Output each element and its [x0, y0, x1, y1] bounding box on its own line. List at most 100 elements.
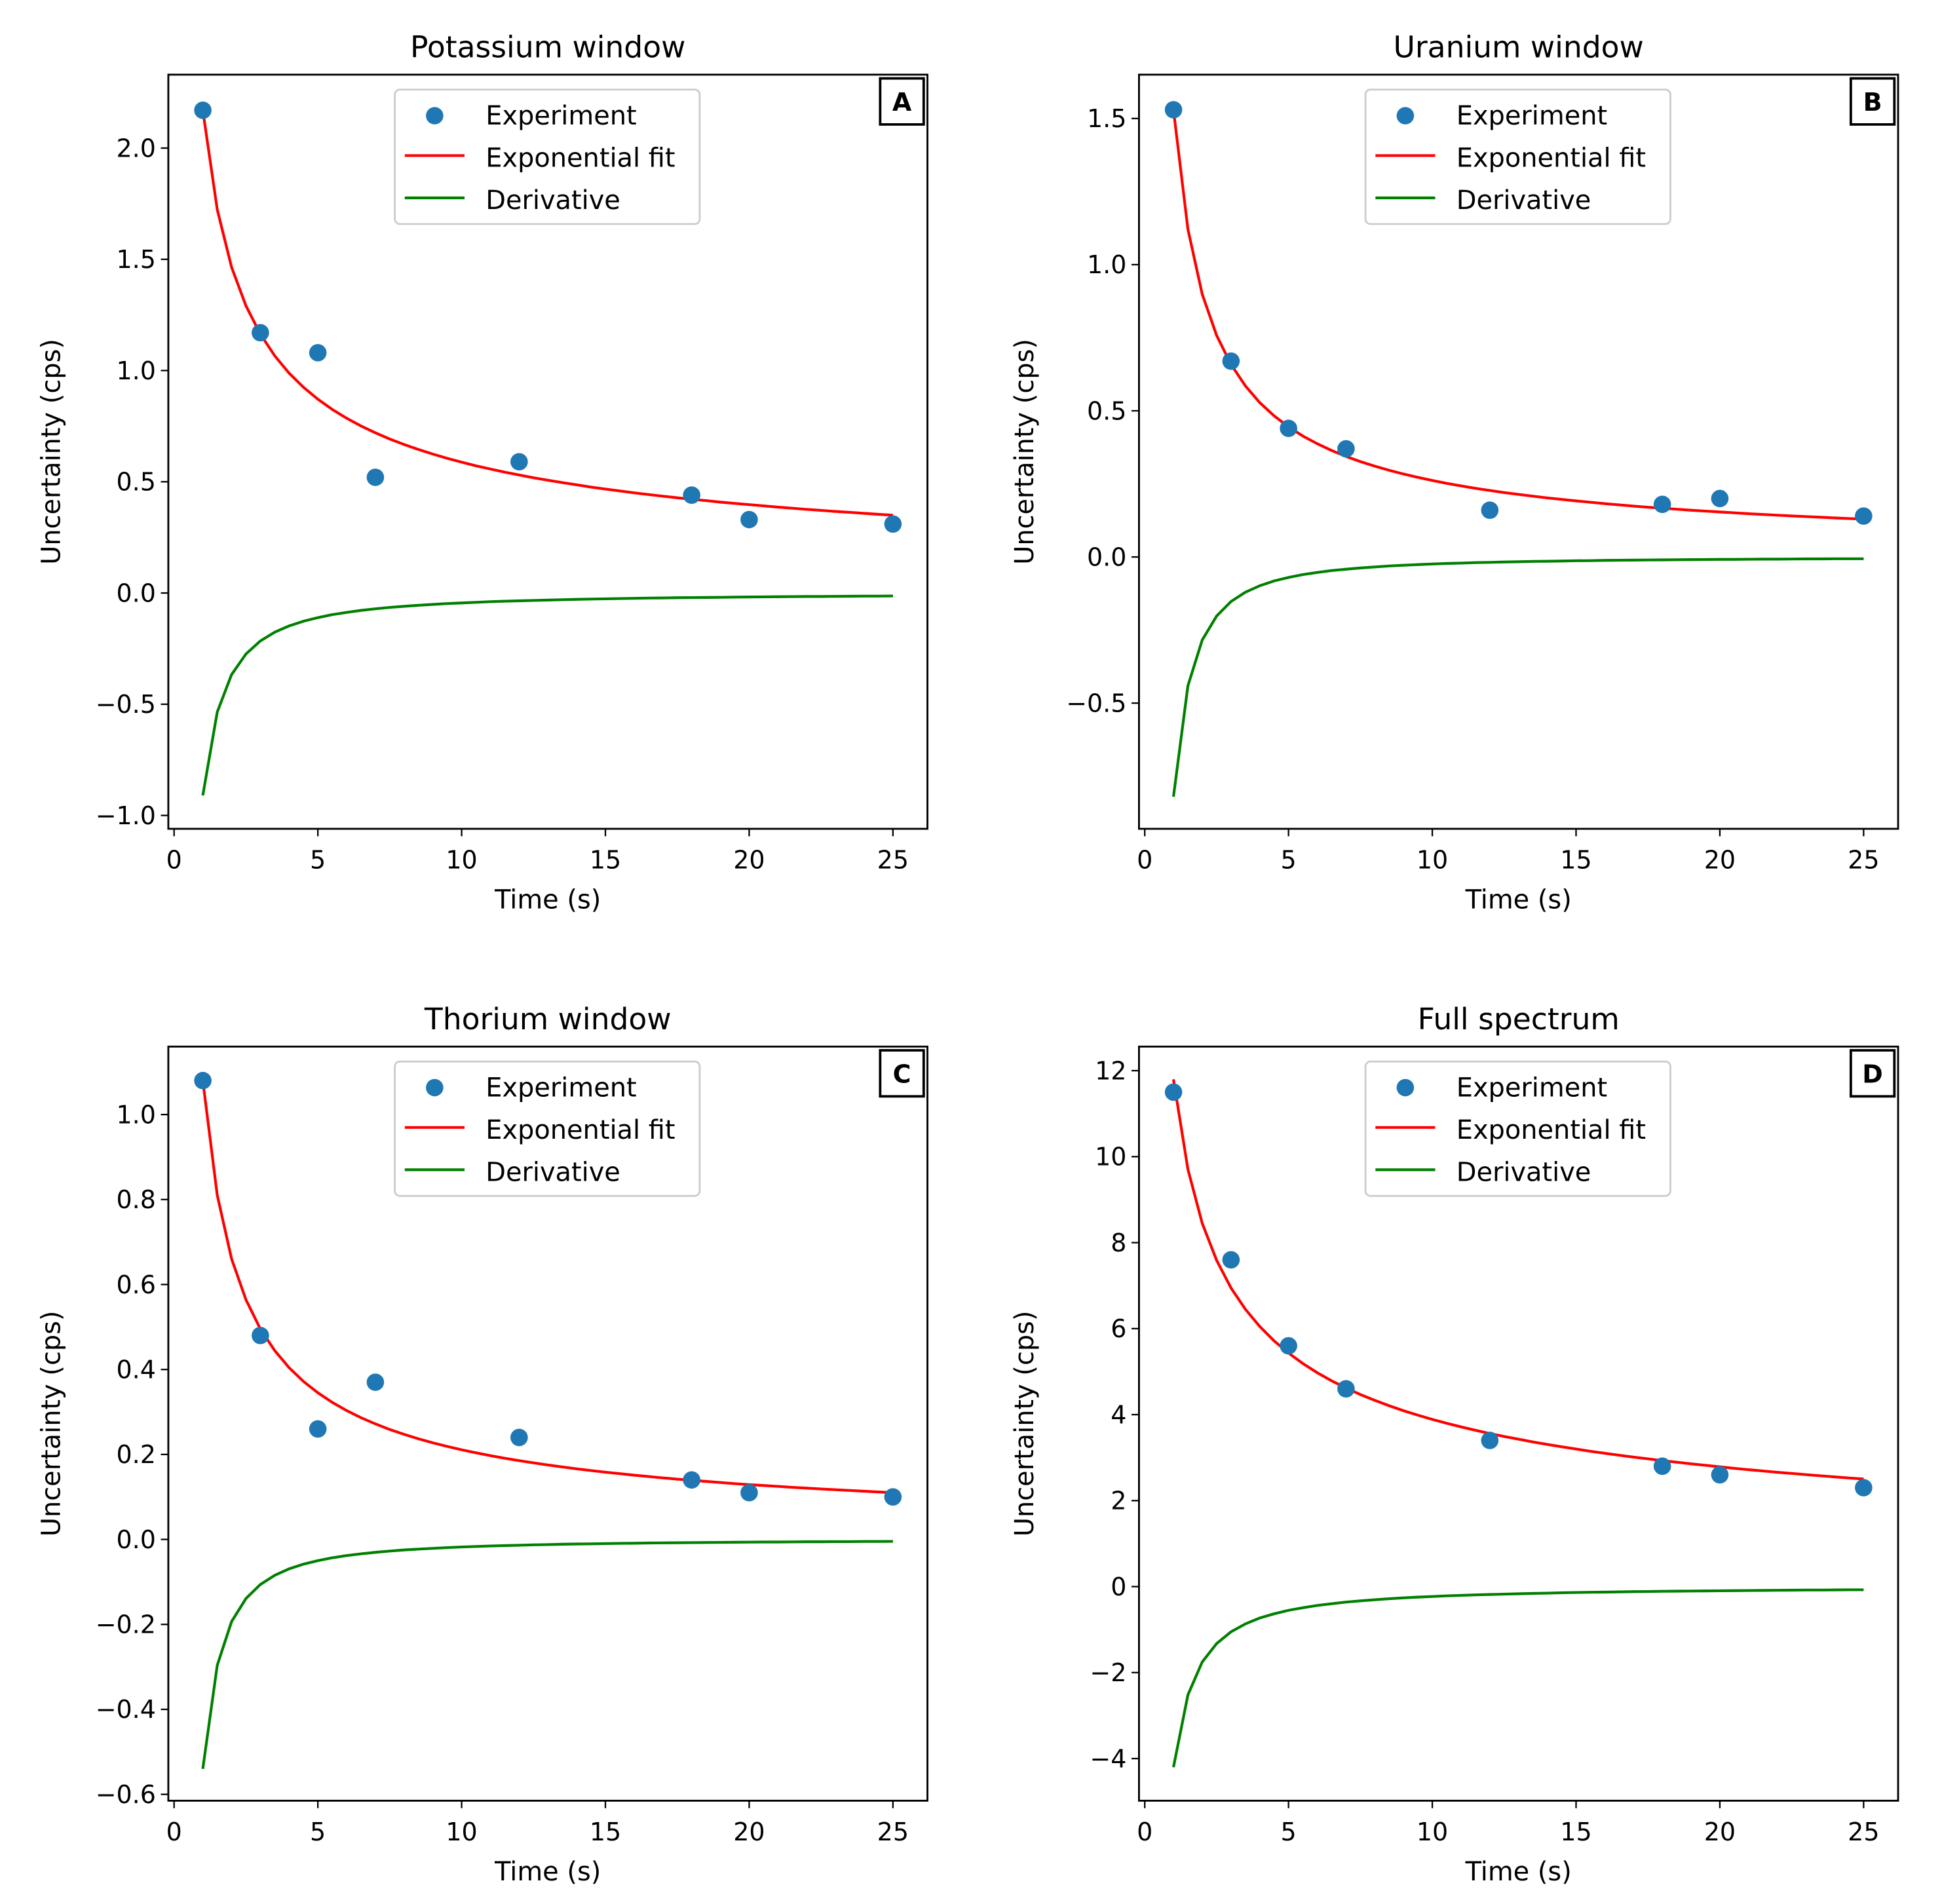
experiment-point: [1222, 1251, 1240, 1269]
experiment-point: [510, 453, 528, 471]
x-tick-label: 20: [1704, 846, 1736, 875]
derivative-line: [201, 1540, 893, 1770]
legend-experiment-marker: [426, 1078, 444, 1097]
experiment-point: [1280, 1337, 1297, 1355]
legend-label-derivative: Derivative: [1456, 185, 1591, 216]
x-tick-label: 15: [1560, 846, 1591, 875]
y-tick-label: −2: [1090, 1658, 1126, 1687]
axes-frame: [167, 73, 928, 830]
legend-label-derivative: Derivative: [486, 185, 620, 216]
experiment-point: [1280, 419, 1297, 438]
legend-label-fit: Exponential fit: [486, 1115, 675, 1145]
experiment-point: [1711, 489, 1729, 508]
x-tick-label: 20: [733, 846, 765, 875]
panel-letter-box: [1849, 77, 1896, 126]
y-tick-label: 0.2: [117, 1440, 156, 1469]
y-tick-label: 0.8: [117, 1185, 156, 1214]
x-tick-label: 20: [1704, 1818, 1736, 1846]
experiment-point: [1653, 495, 1671, 514]
derivative-line: [1171, 1588, 1864, 1768]
y-tick-label: 1.0: [117, 1100, 156, 1129]
axes-frame: [1137, 1045, 1899, 1802]
legend-label-experiment: Experiment: [1456, 101, 1607, 131]
y-tick-label: 0.0: [117, 579, 156, 607]
derivative-line: [201, 594, 893, 796]
y-tick-label: 12: [1095, 1056, 1126, 1085]
experiment-point: [510, 1428, 528, 1447]
y-tick-label: 2.0: [117, 134, 156, 162]
y-tick-label: 4: [1111, 1400, 1126, 1429]
legend-label-fit: Exponential fit: [486, 143, 675, 174]
experiment-point: [1164, 101, 1183, 119]
y-tick-label: 6: [1111, 1314, 1126, 1343]
chart-title: Uranium window: [1394, 29, 1644, 64]
legend-box: [1364, 88, 1671, 225]
x-tick-label: 5: [1281, 1818, 1297, 1846]
y-tick-label: 1.0: [117, 356, 156, 385]
experiment-point: [366, 468, 385, 486]
x-tick-label: 25: [1848, 846, 1879, 875]
y-tick-label: 0.6: [117, 1270, 156, 1299]
x-tick-label: 25: [1848, 1818, 1879, 1846]
x-axis-label: Time (s): [494, 1857, 601, 1887]
experiment-point: [366, 1373, 385, 1391]
y-tick-label: 0.0: [117, 1525, 156, 1554]
legend-box: [394, 88, 701, 225]
legend-experiment-marker: [1396, 1078, 1415, 1097]
y-axis-label: Uncertainty (cps): [37, 339, 67, 565]
axes-frame: [1137, 73, 1899, 830]
panel-letter: C: [893, 1059, 911, 1088]
fit-line: [201, 1080, 894, 1495]
legend-box: [1364, 1060, 1671, 1197]
panel-letter: A: [892, 88, 912, 117]
y-tick-label: 8: [1111, 1228, 1126, 1257]
experiment-point: [1855, 507, 1873, 525]
x-tick-label: 25: [877, 846, 909, 875]
experiment-point: [309, 344, 327, 362]
experiment-point: [194, 1071, 212, 1090]
experiment-point: [1481, 1432, 1499, 1449]
y-tick-label: 1.5: [1087, 104, 1126, 133]
panel-letter: B: [1863, 88, 1882, 117]
experiment-point: [740, 510, 758, 529]
x-tick-label: 5: [310, 846, 326, 875]
y-tick-label: 0.5: [1087, 396, 1126, 425]
y-tick-label: 10: [1095, 1143, 1126, 1171]
x-tick-label: 0: [166, 846, 182, 875]
y-tick-label: −0.5: [96, 690, 156, 719]
experiment-point: [1855, 1479, 1873, 1496]
x-tick-label: 15: [590, 1818, 621, 1846]
x-tick-label: 0: [166, 1818, 182, 1846]
legend-box: [394, 1060, 701, 1197]
y-axis-label: Uncertainty (cps): [37, 1310, 67, 1536]
experiment-point: [740, 1483, 758, 1502]
legend-label-experiment: Experiment: [1456, 1073, 1607, 1103]
fit-line: [201, 109, 894, 517]
experiment-point: [1653, 1457, 1671, 1476]
experiment-point: [1337, 440, 1355, 458]
panel-a: Potassium window 0 5 10 15 20 25 −1.0 −0.5 0.0 0.5…: [37, 29, 928, 915]
axes-frame: [167, 1045, 928, 1802]
chart-title: Thorium window: [424, 1002, 672, 1037]
y-axis-label: Uncertainty (cps): [1010, 1310, 1040, 1536]
y-tick-label: −0.5: [1066, 689, 1126, 717]
experiment-point: [1222, 352, 1240, 370]
y-tick-label: −0.2: [96, 1610, 156, 1639]
x-tick-label: 25: [877, 1818, 909, 1846]
legend-label-experiment: Experiment: [486, 101, 636, 131]
experiment-point: [252, 1327, 269, 1344]
experiment-point: [884, 1488, 902, 1506]
x-tick-label: 5: [1281, 846, 1297, 875]
y-tick-label: −0.4: [96, 1695, 156, 1724]
legend-label-experiment: Experiment: [486, 1073, 636, 1103]
chart-title: Potassium window: [410, 29, 685, 64]
x-tick-label: 10: [1417, 1818, 1448, 1846]
y-axis-label: Uncertainty (cps): [1010, 339, 1040, 565]
chart-title: Full spectrum: [1418, 1002, 1620, 1037]
experiment-point: [683, 486, 700, 504]
x-tick-label: 0: [1137, 846, 1152, 875]
panel-c: Thorium window 0 5 10 15 20 25 −0.6 −0.4 −0.2 0.0 0…: [37, 1002, 928, 1887]
y-tick-label: −0.6: [96, 1780, 156, 1809]
legend-label-fit: Exponential fit: [1456, 143, 1646, 174]
